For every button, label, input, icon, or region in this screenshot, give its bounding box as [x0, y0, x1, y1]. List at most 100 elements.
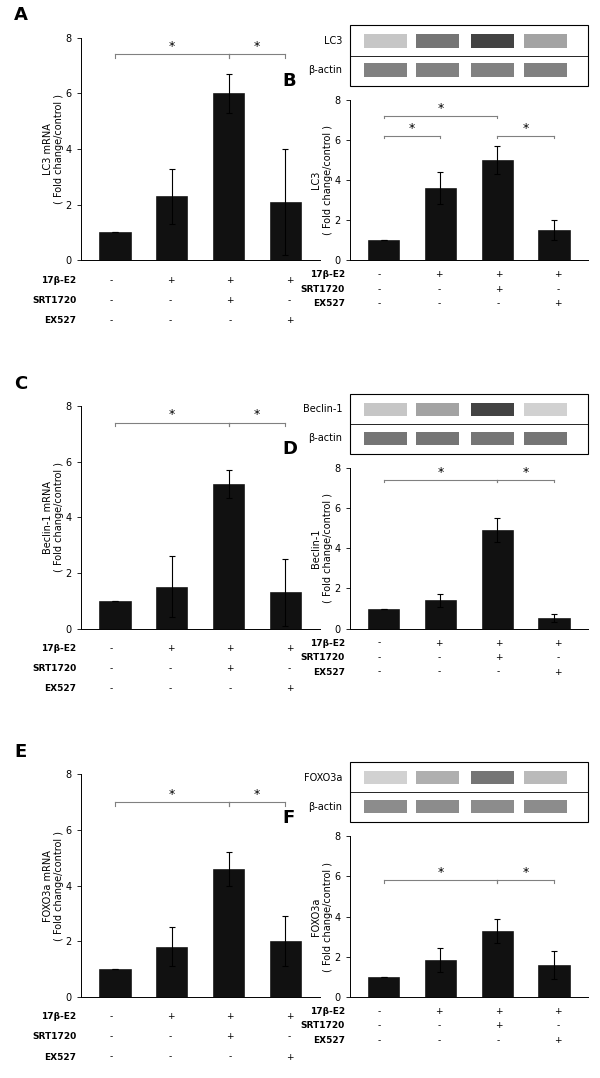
Text: A: A	[14, 6, 28, 25]
Text: EX527: EX527	[313, 300, 345, 308]
Bar	[364, 771, 407, 785]
Text: SRT1720: SRT1720	[32, 295, 76, 305]
Text: +: +	[554, 271, 562, 279]
Text: -: -	[437, 667, 440, 677]
Bar	[524, 34, 566, 47]
Text: +: +	[226, 276, 234, 285]
Bar	[364, 64, 407, 77]
Y-axis label: LC3 mRNA
( Fold change/control ): LC3 mRNA ( Fold change/control )	[43, 94, 64, 204]
Bar	[471, 431, 514, 445]
Text: +: +	[286, 1052, 293, 1062]
Text: β-actin: β-actin	[308, 65, 343, 75]
Text: -: -	[377, 1036, 381, 1045]
Bar	[156, 586, 187, 628]
Bar	[471, 64, 514, 77]
Text: -: -	[497, 300, 500, 308]
Text: +: +	[435, 271, 443, 279]
Bar	[364, 403, 407, 416]
Text: -: -	[377, 285, 381, 293]
Text: +: +	[286, 316, 293, 324]
Text: +: +	[554, 1007, 562, 1015]
Text: -: -	[377, 653, 381, 662]
Text: +: +	[167, 1012, 174, 1022]
Text: 17β-E2: 17β-E2	[310, 638, 345, 648]
Bar	[416, 64, 459, 77]
Text: 17β-E2: 17β-E2	[41, 645, 76, 653]
Bar	[482, 160, 513, 260]
Bar	[416, 800, 459, 813]
Text: FOXO3a: FOXO3a	[304, 773, 343, 783]
Bar	[538, 618, 569, 628]
Text: +: +	[286, 276, 293, 285]
Bar	[482, 930, 513, 997]
Text: -: -	[169, 1052, 172, 1062]
Text: +: +	[554, 638, 562, 648]
Text: +: +	[495, 271, 502, 279]
Bar	[156, 196, 187, 260]
Text: -: -	[109, 1052, 112, 1062]
Y-axis label: Beclin-1
( Fold change/control ): Beclin-1 ( Fold change/control )	[311, 494, 333, 604]
Bar	[368, 240, 399, 260]
Text: +: +	[435, 638, 443, 648]
Text: -: -	[437, 285, 440, 293]
Text: +: +	[167, 645, 174, 653]
Bar	[213, 484, 244, 628]
Text: +: +	[495, 1007, 502, 1015]
Bar	[524, 431, 566, 445]
Text: +: +	[495, 638, 502, 648]
Text: -: -	[437, 653, 440, 662]
Text: *: *	[409, 122, 415, 135]
Text: -: -	[377, 1007, 381, 1015]
Text: -: -	[437, 1021, 440, 1031]
Text: D: D	[283, 440, 298, 458]
Bar	[100, 969, 131, 997]
Bar	[524, 771, 566, 785]
Text: *: *	[169, 40, 175, 53]
Text: -: -	[229, 316, 232, 324]
Text: *: *	[523, 466, 529, 479]
Bar	[524, 800, 566, 813]
Text: -: -	[109, 1033, 112, 1041]
Bar	[425, 600, 456, 628]
Bar	[425, 188, 456, 260]
Text: -: -	[169, 1033, 172, 1041]
Text: -: -	[169, 295, 172, 305]
Text: SRT1720: SRT1720	[32, 664, 76, 673]
Text: -: -	[229, 1052, 232, 1062]
Text: LC3: LC3	[324, 36, 343, 46]
Text: +: +	[495, 1021, 502, 1031]
Text: -: -	[557, 285, 560, 293]
Bar	[213, 94, 244, 260]
Text: F: F	[283, 808, 295, 827]
Text: -: -	[288, 664, 292, 673]
Text: 17β-E2: 17β-E2	[310, 1007, 345, 1015]
Bar	[368, 977, 399, 997]
Bar	[364, 800, 407, 813]
Text: +: +	[286, 645, 293, 653]
Text: *: *	[254, 409, 260, 421]
Bar	[368, 608, 399, 628]
Text: +: +	[226, 295, 234, 305]
Text: -: -	[437, 1036, 440, 1045]
Text: SRT1720: SRT1720	[301, 1021, 345, 1031]
Text: 17β-E2: 17β-E2	[310, 271, 345, 279]
Text: -: -	[169, 316, 172, 324]
Text: *: *	[437, 867, 443, 880]
Text: *: *	[169, 788, 175, 801]
Bar	[524, 403, 566, 416]
Text: +: +	[495, 653, 502, 662]
Text: -: -	[557, 653, 560, 662]
Text: E: E	[14, 743, 26, 761]
Text: EX527: EX527	[44, 316, 76, 324]
Text: +: +	[286, 685, 293, 693]
Bar	[416, 34, 459, 47]
Text: EX527: EX527	[44, 1052, 76, 1062]
Text: *: *	[254, 40, 260, 53]
Y-axis label: FOXO3a mRNA
( Fold change/control ): FOXO3a mRNA ( Fold change/control )	[43, 831, 64, 941]
Text: +: +	[226, 645, 234, 653]
Text: -: -	[557, 1021, 560, 1031]
Text: +: +	[286, 1012, 293, 1022]
Y-axis label: LC3
( Fold change/control ): LC3 ( Fold change/control )	[311, 125, 333, 235]
Bar	[364, 431, 407, 445]
Bar	[213, 869, 244, 997]
